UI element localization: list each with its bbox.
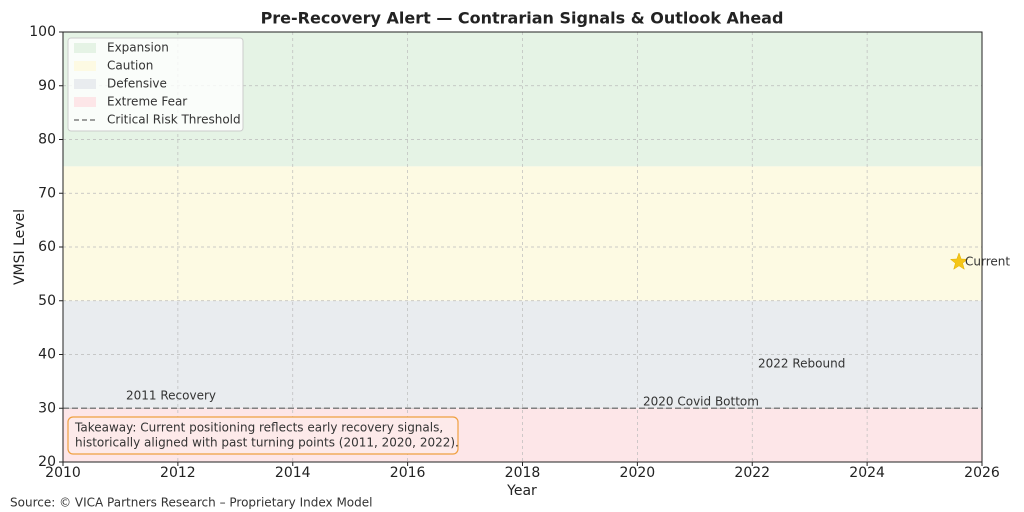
legend-label: Defensive <box>107 77 167 91</box>
annotation: 2020 Covid Bottom <box>643 395 759 409</box>
legend-label: Caution <box>107 59 153 73</box>
y-axis-label: VMSI Level <box>12 209 28 285</box>
legend-swatch <box>74 79 96 89</box>
x-tick-label: 2024 <box>849 465 885 481</box>
plot-frame <box>62 31 983 463</box>
x-tick-label: 2010 <box>45 465 81 481</box>
x-axis-label: Year <box>506 483 537 499</box>
y-tick-label: 20 <box>38 454 56 470</box>
point <box>949 252 969 270</box>
y-tick-label: 100 <box>29 24 56 40</box>
legend-label: Critical Risk Threshold <box>107 113 241 127</box>
x-tick-label: 2020 <box>620 465 656 481</box>
legend-swatch <box>74 61 96 71</box>
takeaway-box <box>67 416 459 455</box>
point-label: Current <box>965 255 1010 269</box>
annotation: 2022 Rebound <box>758 357 845 371</box>
y-tick-label: 50 <box>38 293 56 309</box>
annotation: 2011 Recovery <box>126 389 216 403</box>
y-tick-label: 90 <box>38 78 56 94</box>
legend-swatch <box>74 97 96 107</box>
chart-title: Pre-Recovery Alert — Contrarian Signals … <box>261 9 784 28</box>
x-tick-label: 2026 <box>964 465 1000 481</box>
y-tick-label: 60 <box>38 239 56 255</box>
y-tick-label: 70 <box>38 185 56 201</box>
x-tick-label: 2014 <box>275 465 311 481</box>
legend-swatch <box>74 43 96 53</box>
x-tick-label: 2016 <box>390 465 426 481</box>
y-tick-label: 30 <box>38 400 56 416</box>
source-note: Source: © VICA Partners Research – Propr… <box>10 496 372 510</box>
y-tick-label: 80 <box>38 132 56 148</box>
x-tick-label: 2012 <box>160 465 196 481</box>
legend-label: Extreme Fear <box>107 95 187 109</box>
takeaway-text: historically aligned with past turning p… <box>75 436 459 450</box>
legend-box <box>67 37 244 132</box>
x-tick-label: 2022 <box>734 465 770 481</box>
x-tick-label: 2018 <box>505 465 541 481</box>
y-tick-label: 40 <box>38 347 56 363</box>
takeaway-text: Takeaway: Current positioning reflects e… <box>74 421 443 435</box>
band <box>63 300 982 409</box>
legend-label: Expansion <box>107 41 169 55</box>
